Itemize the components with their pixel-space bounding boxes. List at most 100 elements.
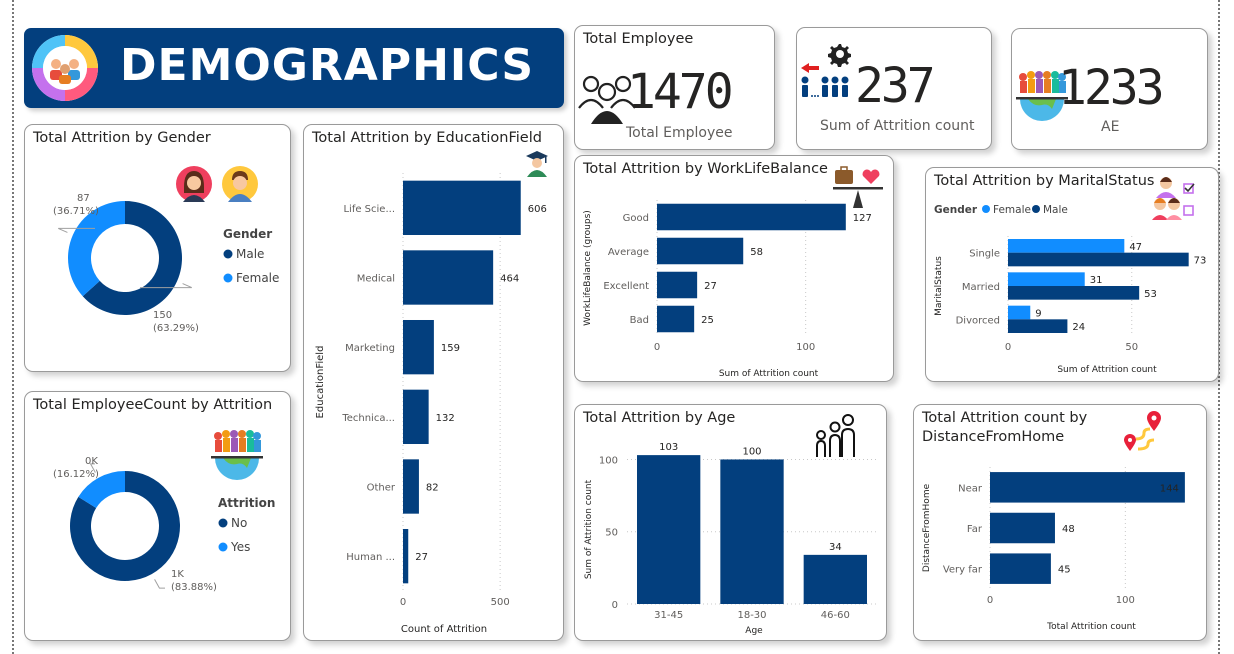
data-label: 48 [1062,524,1075,535]
educationfield-bar-chart: 0 500 Life Scie... 606 Medical 464 Marketing 15… [315,173,547,635]
bar [657,271,698,299]
kpi-label: Sum of Attrition count [820,118,975,134]
data-label-value: 1K [171,569,184,580]
legend-marker-female [982,205,990,213]
data-label: 73 [1194,256,1207,267]
distancefromhome-bar-chart: 0 100 Near 144 Far 48 Very far 45 Total Attritio… [922,467,1185,632]
chart-title: Total Attrition by EducationField [312,130,542,146]
data-label: 58 [750,247,763,258]
data-label: 53 [1144,289,1157,300]
maritalstatus-bar-card[interactable]: Total Attrition by MaritalStatus 0 50 Sing… [925,167,1219,382]
legend-title: Attrition [218,496,275,510]
y-tick-label: Near [958,483,983,494]
data-label: 9 [1035,309,1041,320]
demographics-banner: DEMOGRAPHICS [24,28,564,108]
bar-male [1008,252,1189,267]
page-title: DEMOGRAPHICS [120,40,535,91]
y-tick-label: Life Scie... [343,204,395,215]
worklife-scale-icon [833,166,883,208]
team-badge-icon [32,35,98,101]
globe-people-icon [1016,71,1068,121]
kpi-card-attrition-count[interactable]: 237 Sum of Attrition count [796,27,992,150]
worklifebalance-bar-card[interactable]: Total Attrition by WorkLifeBalance 0 100 G… [574,155,894,382]
bar [990,512,1055,544]
graduate-icon [526,151,548,177]
donut-slice-no [69,471,180,581]
gender-donut-card[interactable]: Total Attrition by Gender 150 (63.29%) 87 (… [24,124,291,372]
x-tick-label: 46-60 [821,610,850,621]
x-tick-label: 500 [491,597,510,608]
data-label: 127 [853,213,872,224]
bar-male [1008,319,1068,333]
maritalstatus-bar-chart: 0 50 Single 47 73 Married 31 53 Divorced 9 24 Sum o… [934,204,1207,375]
kpi-value: 237 [855,58,936,114]
age-bar-card[interactable]: Total Attrition by Age 0 50 100 103 31-45 100… [574,404,887,641]
bar [990,553,1051,584]
chart-title: Total Attrition by MaritalStatus [934,173,1155,189]
x-axis-title: Sum of Attrition count [1057,365,1157,375]
route-pin-icon [1124,411,1161,451]
bar [803,554,867,604]
legend-marker-no [218,518,228,528]
legend-marker-yes [218,542,228,552]
data-label-percent: (83.88%) [171,582,217,593]
donut-slice-female [68,201,125,297]
people-group-icon [578,75,636,124]
legend-label-no: No [231,516,247,530]
data-label: 47 [1129,242,1142,253]
x-tick-label: 0 [1005,342,1011,353]
data-label: 464 [500,274,519,285]
y-axis-title: DistanceFromHome [922,483,932,572]
x-tick-label: 31-45 [654,610,683,621]
x-axis-title: Count of Attrition [401,624,487,635]
bar [403,528,409,584]
x-axis-title: Sum of Attrition count [719,369,819,379]
data-label: 24 [1072,322,1085,333]
chart-title: Total Attrition by Gender [33,130,211,146]
x-tick-label: 100 [796,342,815,353]
data-label-percent: (16.12%) [53,469,99,480]
bar [720,459,784,604]
kpi-card-total-employee[interactable]: Total Employee 1470 Total Employee [574,25,775,150]
y-tick-label: Very far [943,565,983,576]
legend-label-male: Male [236,247,264,261]
employee-leaving-icon [801,44,851,97]
legend-title: Gender [934,204,978,216]
bar-female [1008,272,1085,286]
distancefromhome-bar-card[interactable]: Total Attrition count by DistanceFromHom… [913,404,1207,641]
data-label: 34 [829,542,842,553]
report-canvas [12,0,1220,654]
kpi-value: 1233 [1058,60,1165,116]
y-axis-title: EducationField [315,346,326,419]
data-label-percent: (63.29%) [153,323,199,334]
bar [403,250,494,305]
kpi-card-ae[interactable]: 1233 AE [1011,28,1208,150]
educationfield-bar-card[interactable]: Total Attrition by EducationField 0 500 Li… [303,124,564,641]
leader-line [140,283,192,289]
bar [403,459,419,514]
y-tick-label: Married [962,282,1000,293]
kpi-label: Total Employee [626,125,733,141]
couple-checklist-icon [1152,177,1195,220]
y-tick-label: Single [969,249,1000,260]
chart-title: Total Attrition by WorkLifeBalance [583,161,828,177]
data-label: 27 [704,281,717,292]
age-bar-chart: 0 50 100 103 31-45 100 18-30 34 46-60 Age Sum of A… [584,442,877,636]
employeecount-donut-card[interactable]: Total EmployeeCount by Attrition 1K (83.8… [24,391,291,641]
kpi-value: 1470 [627,64,734,120]
data-label: 103 [659,442,678,453]
bar-male [1008,286,1140,300]
data-label: 27 [415,552,428,563]
bar [403,389,429,445]
data-label: 144 [1160,483,1179,494]
x-tick-label: 18-30 [737,610,766,621]
kpi-title: Total Employee [583,31,694,47]
y-tick-label: Bad [630,315,649,326]
legend-label-male: Male [1043,204,1068,216]
leader-line [58,227,95,233]
y-tick-label: Medical [357,274,395,285]
y-tick-label: 0 [612,600,618,611]
legend-marker-female [223,273,233,283]
legend-title: Gender [223,227,272,241]
legend-marker-male [1032,205,1040,213]
